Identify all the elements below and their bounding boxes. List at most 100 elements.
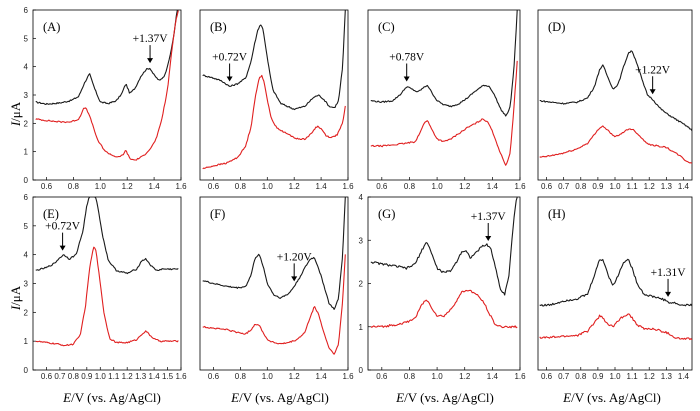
x-tick-label: 1.0 [432,372,444,381]
panel-label: (A) [43,20,60,34]
x-tick-label: 0.6 [41,182,53,191]
x-tick-label: 1.3 [135,372,147,381]
y-tick-label: 5 [24,222,29,231]
x-tick-label: 1.3 [661,182,673,191]
plot-frame [367,9,521,181]
x-tick-label: 1.2 [459,182,471,191]
y-tick-label: 5 [24,34,29,43]
annotation-label: +1.37V [471,211,507,223]
annotation-arrowhead [485,236,492,242]
series-line-black [35,197,179,275]
series-line-red [35,10,179,161]
x-tick-label: 1.0 [432,182,444,191]
xlabel-unit: V (vs. Ag/AgCl) [575,390,661,405]
x-tick-label: 0.8 [575,182,587,191]
x-tick-label: 1.5 [162,372,174,381]
x-tick-label: 0.6 [376,182,388,191]
xlabel-var: E [395,390,404,405]
x-tick-label: 1.2 [644,182,656,191]
xlabel-var: E [230,390,239,405]
x-tick-label: 1.4 [487,182,499,191]
x-tick-label: 1.6 [514,372,526,381]
x-tick-label: 1.2 [289,182,301,191]
x-tick-label: 0.9 [592,182,604,191]
x-tick-label: 1.6 [514,182,526,191]
series-line-red [35,246,179,347]
panel-f: 0.6 0.8 1.0 1.2 1.4 1.6 (F) +1.20V [199,196,354,381]
panel-b: 0.6 0.8 1.0 1.2 1.4 1.6 (B) +0.72V [199,9,354,191]
y-tick-label: 1 [359,323,364,332]
x-tick-label: 0.6 [41,372,53,381]
series-line-red [202,74,346,170]
y-tick-label: 1 [24,148,29,157]
y-tick-label: 4 [24,251,29,260]
x-tick-label: 1.4 [487,372,499,381]
ylabel-var: I [8,121,23,127]
xlabel-e: E/V (vs. Ag/AgCl) [62,390,161,405]
y-tick-label: 6 [24,193,29,202]
x-tick-label: 0.8 [68,372,80,381]
series-line-black [370,197,518,296]
x-tick-label: 0.6 [208,372,220,381]
x-tick-label: 0.6 [208,182,220,191]
x-tick-label: 0.9 [81,372,93,381]
annotation-label: +0.72V [45,221,81,233]
panel-label: (E) [43,207,59,221]
series-line-black [35,10,179,106]
x-tick-label: 0.8 [68,182,80,191]
panel-label: (G) [378,207,395,221]
x-tick-label: 1.0 [95,372,107,381]
panels: 0.6 0.8 1.0 1.2 1.4 1.6 0 1 2 3 4 5 6 (A) +1.37V 0.6 0.8… [24,6,693,381]
annotation-label: +1.37V [133,33,169,45]
plot-frame [537,9,693,181]
x-tick-label: 1.6 [342,182,354,191]
x-tick-label: 1.0 [609,182,621,191]
x-tick-label: 0.7 [558,182,570,191]
xlabel-unit: V (vs. Ag/AgCl) [408,390,494,405]
x-tick-label: 0.6 [541,372,553,381]
ylabel-var: I [8,305,23,311]
y-tick-label: 2 [359,280,364,289]
xlabel-unit: V (vs. Ag/AgCl) [75,390,161,405]
ylabel-bottom: I/μA [8,285,23,311]
ylabel-unit: μA [8,101,23,118]
y-tick-label: 6 [24,6,29,15]
panel-label: (D) [548,20,565,34]
x-tick-label: 1.0 [262,182,274,191]
series-line-red [370,60,518,166]
xlabel-unit: V (vs. Ag/AgCl) [243,390,329,405]
series-line-red [202,254,346,355]
panel-h: 0.6 0.7 0.8 0.9 1.0 1.1 1.2 1.3 1.4 (H) +1.31V [537,196,693,381]
x-tick-label: 1.6 [175,372,187,381]
series-line-black [370,10,518,117]
x-tick-label: 1.6 [175,182,187,191]
x-tick-label: 0.6 [541,182,553,191]
panel-a: 0.6 0.8 1.0 1.2 1.4 1.6 0 1 2 3 4 5 6 (A) +1.37V [24,6,188,191]
x-tick-label: 1.4 [678,182,690,191]
x-tick-label: 1.4 [149,182,161,191]
annotation-arrowhead [59,245,66,251]
x-tick-label: 1.2 [459,372,471,381]
ylabel-top: I/μA [8,101,23,127]
x-tick-label: 1.1 [627,372,639,381]
panel-label: (H) [548,207,565,221]
svg-text:I/μA: I/μA [8,101,23,127]
x-tick-label: 1.2 [289,372,301,381]
panel-c: 0.6 0.8 1.0 1.2 1.4 1.6 (C) +0.78V [367,9,526,191]
series-line-black [202,10,346,111]
x-tick-label: 1.3 [661,372,673,381]
plot-frame [199,9,349,181]
y-tick-label: 2 [24,119,29,128]
x-tick-label: 1.4 [316,182,328,191]
annotation-label: +1.22V [635,64,671,76]
x-tick-label: 1.0 [95,182,107,191]
x-tick-label: 1.2 [122,182,134,191]
annotation-arrowhead [403,76,410,82]
y-tick-label: 3 [359,236,364,245]
x-tick-label: 0.8 [404,182,416,191]
series-line-black [202,197,346,310]
series-line-black [539,258,692,307]
x-tick-label: 1.4 [678,372,690,381]
annotation-arrowhead [147,58,154,64]
